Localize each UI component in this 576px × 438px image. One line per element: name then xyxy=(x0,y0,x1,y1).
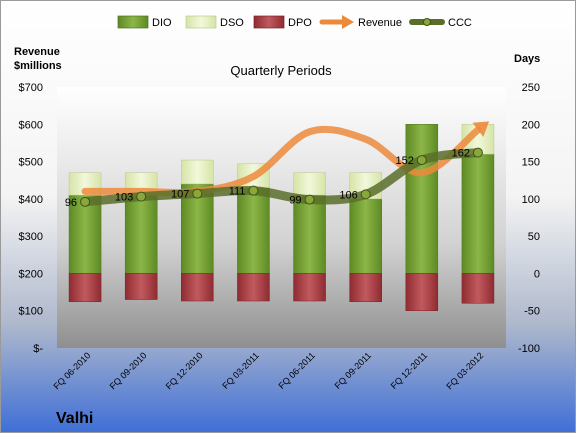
left-axis-label-line1: Revenue xyxy=(14,46,60,58)
ccc-point xyxy=(80,196,91,207)
right-tick-label: 100 xyxy=(522,194,540,206)
bar-dpo xyxy=(405,273,439,311)
left-tick-label: $400 xyxy=(19,194,43,206)
left-tick-label: $600 xyxy=(19,119,43,131)
ccc-line xyxy=(80,148,483,207)
bar-dpo xyxy=(237,273,270,302)
right-tick-label: 200 xyxy=(522,119,540,131)
bar-dpo xyxy=(124,273,158,300)
legend: DIO DSO DPO Revenue CCC xyxy=(117,15,472,29)
bar-dio xyxy=(293,194,326,274)
right-tick-label: 50 xyxy=(528,231,540,243)
legend-label-dso: DSO xyxy=(220,17,244,29)
ccc-data-label: 111 xyxy=(229,186,246,198)
right-axis-ticks: -100 -50 0 50 100 150 200 250 xyxy=(518,82,540,355)
right-tick-label: 250 xyxy=(522,82,540,94)
left-tick-label: $300 xyxy=(19,231,43,243)
bar-dio xyxy=(461,153,495,274)
legend-swatch-dio xyxy=(117,15,149,29)
ccc-point xyxy=(248,185,259,196)
ccc-point xyxy=(472,147,483,158)
bar-dio xyxy=(405,124,439,274)
right-tick-label: -50 xyxy=(524,306,540,318)
legend-swatch-dso xyxy=(185,15,217,29)
right-tick-label: -100 xyxy=(518,343,540,355)
left-tick-label: $100 xyxy=(19,306,43,318)
ccc-point xyxy=(416,155,427,166)
legend-label-ccc: CCC xyxy=(448,17,472,29)
left-tick-label: $200 xyxy=(19,268,43,280)
left-tick-label: $500 xyxy=(19,157,43,169)
ccc-point xyxy=(136,191,147,202)
lines: 96 103 107 111 99 106 152 162 xyxy=(65,121,490,209)
ccc-point xyxy=(360,189,371,200)
bar-dio xyxy=(237,187,270,274)
plot-area xyxy=(57,87,506,348)
left-axis-ticks: $- $100 $200 $300 $400 $500 $600 $700 xyxy=(19,82,44,355)
legend-marker-ccc xyxy=(423,18,431,26)
bar-dso xyxy=(181,159,214,185)
revenue-arrowhead xyxy=(472,121,490,138)
ccc-data-label: 152 xyxy=(395,155,413,167)
left-tick-label: $700 xyxy=(19,82,43,94)
ccc-data-label: 103 xyxy=(115,192,133,204)
bar-dpo xyxy=(461,273,495,304)
chart-title: Quarterly Periods xyxy=(230,63,332,78)
legend-arrowhead-revenue xyxy=(342,15,354,29)
bar-dpo xyxy=(68,273,102,303)
company-name: Valhi xyxy=(56,410,93,427)
right-tick-label: 0 xyxy=(534,268,540,280)
bar-dio xyxy=(349,198,382,274)
ccc-data-label: 106 xyxy=(339,189,357,201)
revenue-line xyxy=(81,125,482,196)
bar-dpo xyxy=(293,273,326,302)
ccc-point xyxy=(192,188,203,199)
ccc-point xyxy=(304,194,315,205)
bar-dpo xyxy=(349,273,382,303)
bar-dso xyxy=(293,172,326,196)
bar-dpo xyxy=(181,273,214,302)
ccc-data-label: 107 xyxy=(171,189,189,201)
legend-label-dio: DIO xyxy=(152,17,172,29)
legend-label-dpo: DPO xyxy=(288,17,312,29)
right-tick-label: 150 xyxy=(522,157,540,169)
legend-label-revenue: Revenue xyxy=(358,17,402,29)
ccc-data-label: 96 xyxy=(65,197,77,209)
legend-swatch-dpo xyxy=(253,15,285,29)
left-axis-label-line2: $millions xyxy=(14,60,62,72)
left-tick-label: $- xyxy=(33,343,43,355)
bar-dio xyxy=(181,183,214,274)
bar-dio xyxy=(124,194,158,274)
ccc-data-label: 99 xyxy=(289,195,301,207)
ccc-data-label: 162 xyxy=(452,148,470,160)
right-axis-label: Days xyxy=(514,53,540,65)
bar-dio xyxy=(68,194,102,274)
